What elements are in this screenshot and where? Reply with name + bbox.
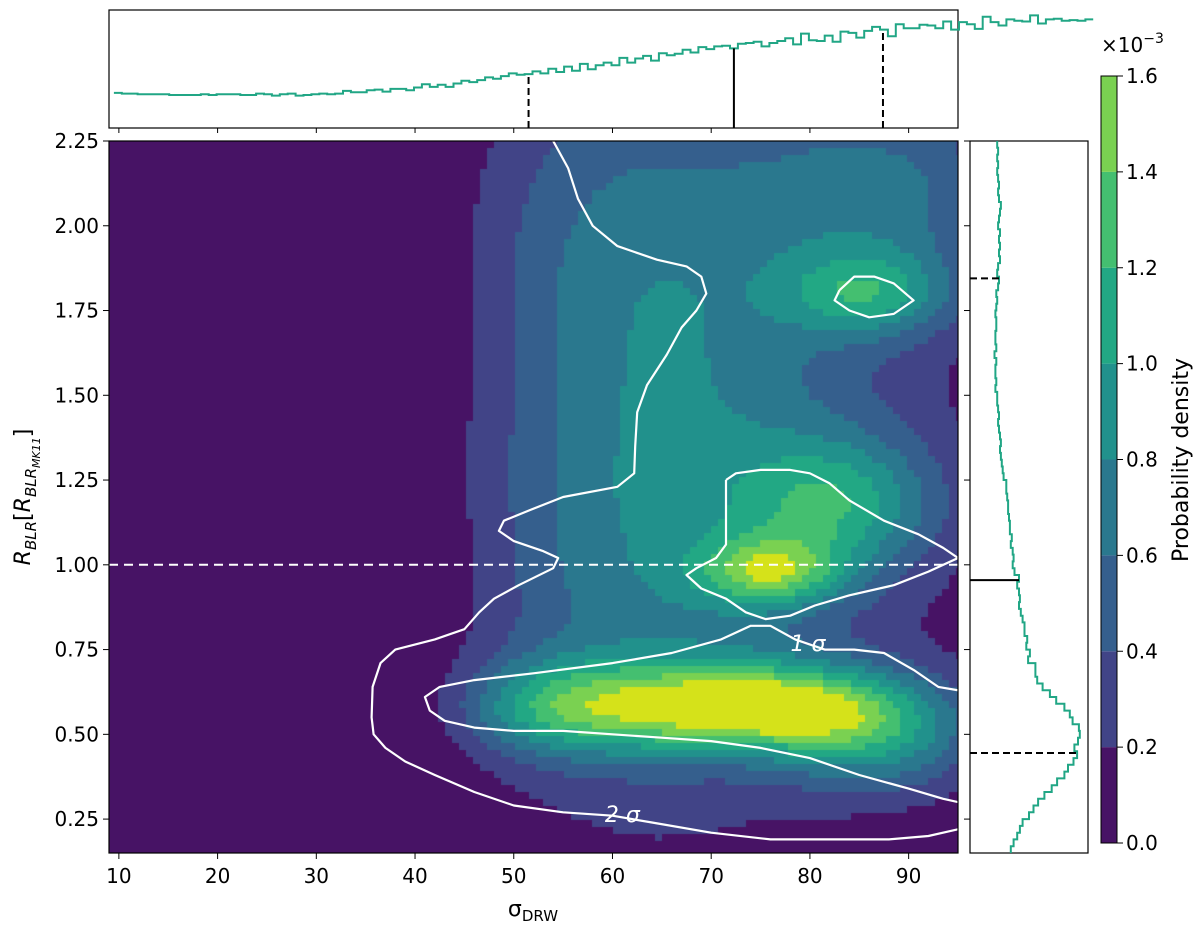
sigma-contour-1-path-3 [423, 624, 958, 804]
colorbar-tick-label: 1.2 [1126, 256, 1158, 280]
x-tick-label: 60 [600, 864, 625, 888]
colorbar-tick-label: 1.4 [1126, 160, 1158, 184]
y-axis-label: RBLR[RBLRMK11] [11, 429, 43, 566]
y-tick-label: 1.00 [54, 553, 99, 577]
x-marginal-step-line [113, 14, 1094, 97]
x-tick-label: 70 [698, 864, 723, 888]
colorbar-tick-label: 0.8 [1126, 448, 1158, 472]
colorbar-swatch [1101, 555, 1117, 652]
x-axis-label-symbol: σ [508, 897, 522, 922]
colorbar-swatch [1101, 747, 1117, 843]
x-tick-label: 30 [304, 864, 329, 888]
colorbar-swatch [1101, 171, 1117, 268]
y-tick-label: 2.00 [54, 214, 99, 238]
y-axis-label-symbol: R [11, 550, 36, 565]
y-tick-label: 2.25 [54, 129, 99, 153]
contour-label-2: 2 σ [605, 803, 641, 828]
x-marginal-histogram [113, 14, 1094, 128]
sigma-contour-1-path-2 [685, 468, 958, 621]
colorbar-swatch [1101, 76, 1117, 172]
colorbar-tick-label: 1.6 [1126, 64, 1158, 88]
y-marginal-histogram [970, 141, 1081, 853]
contour-labels: 1 σ 2 σ [605, 632, 827, 828]
colorbar-tick-label: 0.0 [1126, 831, 1158, 855]
colorbar-ticks: 0.0 0.2 0.4 0.6 0.8 1.0 1.2 1.4 1.6 [1117, 64, 1158, 855]
colorbar-tick-label: 1.0 [1126, 352, 1158, 376]
x-tick-label: 20 [205, 864, 230, 888]
sigma-contour-1-path-1 [833, 275, 915, 319]
y-marginal-panel [969, 140, 1089, 854]
x-tick-label: 40 [402, 864, 427, 888]
y-axis-unit-subscript: BLR [22, 468, 40, 497]
y-axis-ticks: 0.25 0.50 0.75 1.00 1.25 1.50 1.75 2.00 2.25 [54, 129, 970, 831]
density-raster [109, 141, 958, 853]
colorbar-swatch [1101, 459, 1117, 556]
main-frame [108, 140, 959, 854]
colorbar-swatch [1101, 267, 1117, 364]
sigma-contours [370, 141, 958, 841]
y-tick-label: 1.25 [54, 468, 99, 492]
y-tick-label: 0.50 [54, 722, 99, 746]
colorbar-multiplier-base: ×10 [1101, 33, 1143, 57]
y-tick-label: 0.25 [54, 807, 99, 831]
x-marginal-frame [108, 9, 959, 129]
x-tick-label: 50 [501, 864, 526, 888]
sigma-contour-2-path-1 [370, 141, 958, 841]
density-heatmap [109, 141, 958, 853]
x-marginal-panel [108, 9, 1094, 129]
x-axis-ticks: 10 20 30 40 50 60 70 80 90 [106, 128, 921, 888]
colorbar-multiplier-exponent: −3 [1143, 31, 1164, 47]
colorbar: 0.0 0.2 0.4 0.6 0.8 1.0 1.2 1.4 1.6 ×10−3 Probab… [1100, 31, 1194, 855]
colorbar-multiplier: ×10−3 [1101, 31, 1164, 57]
colorbar-swatches [1101, 76, 1117, 843]
x-axis-label-subscript: DRW [522, 907, 558, 925]
colorbar-tick-label: 0.4 [1126, 639, 1158, 663]
x-axis-label: σDRW [508, 897, 558, 925]
main-plot-area: 1 σ 2 σ 10 20 30 40 50 60 70 80 90 0.25 0.50 0.75 1.… [54, 128, 970, 888]
x-tick-label: 10 [106, 864, 131, 888]
colorbar-tick-label: 0.6 [1126, 543, 1158, 567]
y-marginal-frame [969, 140, 1089, 854]
contour-label-1: 1 σ [790, 632, 826, 657]
y-axis-unit-subsubscript: MK11 [30, 437, 43, 468]
colorbar-swatch [1101, 363, 1117, 460]
colorbar-label: Probability density [1169, 358, 1194, 562]
x-tick-label: 80 [797, 864, 822, 888]
y-tick-label: 0.75 [54, 638, 99, 662]
y-tick-label: 1.50 [54, 383, 99, 407]
y-tick-label: 1.75 [54, 299, 99, 323]
colorbar-tick-label: 0.2 [1126, 735, 1158, 759]
colorbar-swatch [1101, 651, 1117, 748]
y-axis-label-subscript: BLR [22, 521, 40, 550]
y-marginal-step-line [993, 141, 1081, 853]
y-axis-unit-symbol: R [11, 497, 36, 512]
x-tick-label: 90 [896, 864, 921, 888]
